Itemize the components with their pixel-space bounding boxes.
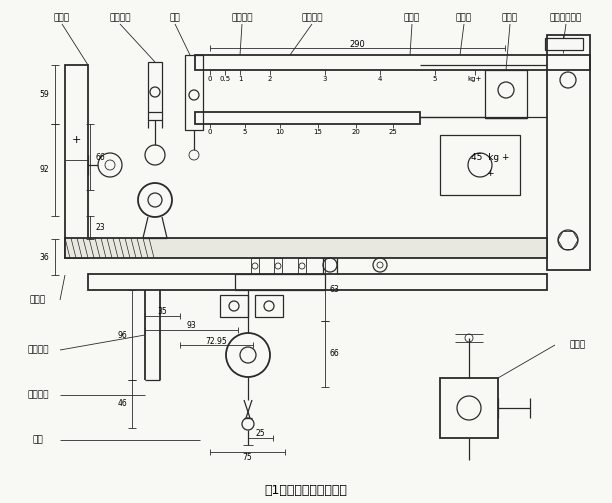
Text: +: +: [487, 169, 494, 178]
Text: 72.95: 72.95: [205, 337, 227, 346]
Text: 46: 46: [118, 399, 127, 408]
Bar: [298, 258, 306, 274]
Text: 10: 10: [275, 129, 285, 135]
Text: 75: 75: [242, 454, 252, 462]
Bar: [440, 135, 520, 195]
Bar: [274, 258, 282, 274]
Text: 3: 3: [323, 76, 327, 82]
Bar: [195, 112, 420, 124]
Text: 5: 5: [433, 76, 437, 82]
Text: 5: 5: [243, 129, 247, 135]
Text: 0: 0: [207, 76, 212, 82]
Text: 66: 66: [95, 152, 105, 161]
Text: 4: 4: [378, 76, 382, 82]
Text: 93: 93: [186, 321, 196, 330]
Bar: [220, 295, 248, 317]
Text: 15: 15: [313, 129, 323, 135]
Text: 计量剪杆: 计量剪杆: [301, 14, 323, 23]
Text: 25: 25: [389, 129, 397, 135]
Text: 66: 66: [330, 350, 340, 359]
Text: 59: 59: [39, 90, 49, 99]
Bar: [251, 258, 259, 274]
Text: 规准器: 规准器: [502, 14, 518, 23]
Bar: [440, 378, 498, 438]
Text: 92: 92: [39, 165, 49, 175]
Text: 0: 0: [207, 129, 212, 135]
Bar: [148, 62, 162, 112]
Text: 23: 23: [95, 223, 105, 232]
Text: 配重砂: 配重砂: [570, 341, 586, 350]
Text: 主游轮: 主游轮: [456, 14, 472, 23]
Text: 传力杮杆: 传力杮杆: [28, 346, 49, 355]
Text: 剪游轮: 剪游轮: [404, 14, 420, 23]
Text: 290: 290: [349, 40, 365, 48]
Text: 2: 2: [268, 76, 272, 82]
Bar: [65, 238, 547, 258]
Bar: [485, 70, 527, 118]
Bar: [195, 55, 590, 70]
Text: +: +: [72, 135, 81, 145]
Text: 承重杮杆: 承重杮杆: [28, 390, 49, 399]
Text: 63: 63: [330, 286, 340, 294]
Text: 1: 1: [237, 76, 242, 82]
Text: 45  kg +: 45 kg +: [471, 153, 509, 162]
Bar: [235, 274, 325, 290]
Bar: [547, 35, 590, 270]
Bar: [185, 55, 203, 130]
Text: 96: 96: [118, 330, 127, 340]
Text: 图1松杆秤结构示意图．: 图1松杆秤结构示意图．: [264, 483, 348, 496]
Text: 35: 35: [157, 307, 167, 316]
Bar: [88, 274, 547, 290]
Bar: [255, 295, 283, 317]
Bar: [545, 38, 583, 50]
Text: 平衡轮: 平衡轮: [54, 14, 70, 23]
Text: 25: 25: [255, 430, 265, 439]
Text: 修正游轮: 修正游轮: [110, 14, 131, 23]
Bar: [65, 65, 88, 258]
Text: 支架: 支架: [170, 14, 181, 23]
Text: 计量主杆: 计量主杆: [231, 14, 253, 23]
Text: 吸钉: 吸钉: [32, 436, 43, 445]
Text: kg+: kg+: [468, 76, 482, 82]
Text: 20: 20: [351, 129, 360, 135]
Text: 接近开关触头: 接近开关触头: [550, 14, 582, 23]
Text: 秸托板: 秸托板: [30, 295, 46, 304]
Text: 36: 36: [39, 253, 49, 262]
Text: 0.5: 0.5: [220, 76, 231, 82]
